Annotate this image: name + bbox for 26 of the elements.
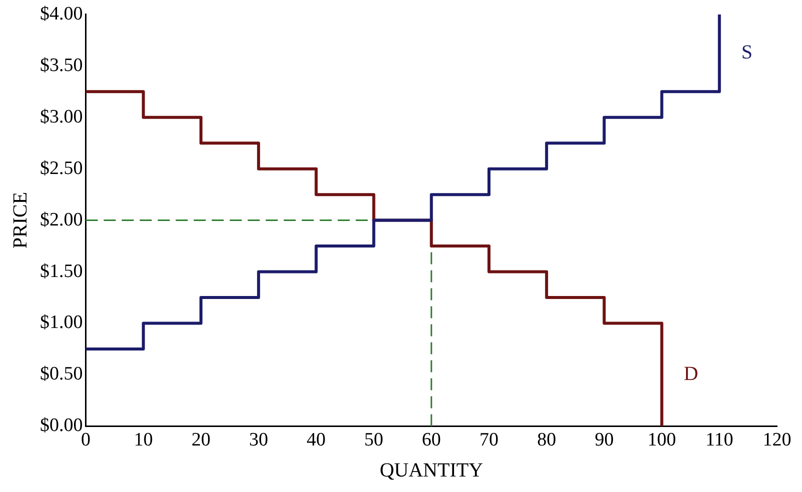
x-tick-label: 10 bbox=[134, 430, 153, 451]
series-label: D bbox=[684, 362, 698, 385]
x-tick-label: 80 bbox=[537, 430, 556, 451]
x-tick-label: 40 bbox=[306, 430, 326, 451]
y-axis-title: PRICE bbox=[9, 192, 32, 249]
x-tick-label: 30 bbox=[249, 430, 268, 451]
y-tick-label: $2.50 bbox=[40, 158, 83, 179]
x-tick-label: 70 bbox=[479, 430, 498, 451]
x-tick-label: 90 bbox=[594, 430, 614, 451]
y-tick-label: $1.50 bbox=[40, 260, 83, 282]
x-tick-label: 50 bbox=[364, 430, 384, 451]
y-tick-label: $3.00 bbox=[40, 106, 83, 128]
y-tick-label: $0.50 bbox=[40, 364, 83, 385]
x-tick-label: 120 bbox=[762, 430, 792, 451]
y-tick-label: $2.00 bbox=[40, 209, 83, 230]
x-tick-label: 110 bbox=[705, 430, 734, 451]
y-tick-label: $3.50 bbox=[40, 54, 83, 76]
x-tick-label: 0 bbox=[81, 430, 90, 451]
x-tick-label: 60 bbox=[422, 430, 441, 451]
series-label: S bbox=[741, 41, 753, 64]
y-tick-label: $4.00 bbox=[40, 3, 83, 24]
y-tick-label: $1.00 bbox=[40, 312, 83, 334]
x-tick-label: 20 bbox=[191, 430, 210, 451]
x-axis-title: QUANTITY bbox=[380, 459, 484, 482]
x-tick-label: 100 bbox=[648, 430, 676, 451]
y-tick-label: $0.00 bbox=[40, 415, 83, 436]
